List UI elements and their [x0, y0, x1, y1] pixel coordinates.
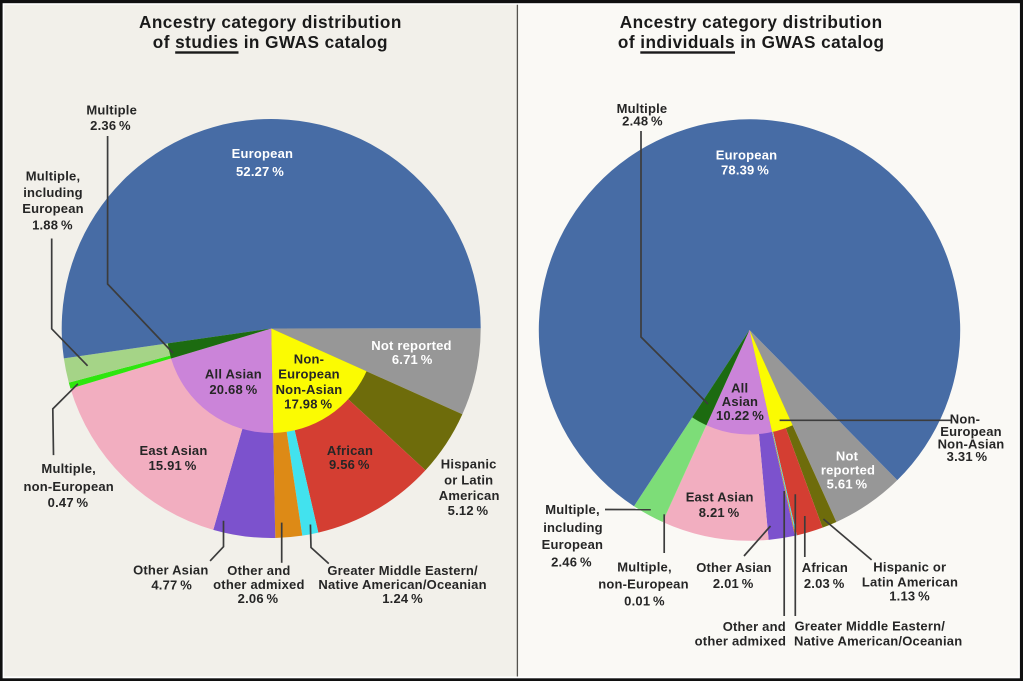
svg-text:other admixed: other admixed — [695, 633, 786, 648]
svg-text:European: European — [278, 367, 340, 382]
svg-text:non-European: non-European — [598, 577, 689, 592]
svg-text:Native American/Oceanian: Native American/Oceanian — [318, 577, 486, 592]
svg-text:Multiple,: Multiple, — [41, 461, 96, 476]
svg-text:2.01 %: 2.01 % — [713, 576, 754, 591]
svg-text:of individuals in GWAS catalog: of individuals in GWAS catalog — [618, 32, 885, 52]
svg-text:Multiple,: Multiple, — [26, 169, 81, 184]
svg-text:Hispanic or: Hispanic or — [873, 560, 946, 575]
svg-text:including: including — [543, 520, 603, 535]
svg-text:Other and: Other and — [723, 619, 786, 634]
svg-text:4.77 %: 4.77 % — [151, 578, 192, 593]
svg-text:1.88 %: 1.88 % — [32, 217, 73, 232]
svg-text:Asian: Asian — [722, 394, 758, 409]
svg-text:East Asian: East Asian — [686, 489, 754, 504]
svg-text:East Asian: East Asian — [140, 443, 208, 458]
svg-text:Non-Asian: Non-Asian — [276, 382, 343, 397]
svg-text:1.13 %: 1.13 % — [889, 589, 930, 604]
svg-text:European: European — [940, 424, 1002, 439]
svg-text:Non-: Non- — [950, 412, 980, 427]
svg-text:Greater Middle Eastern/: Greater Middle Eastern/ — [795, 619, 946, 634]
svg-text:2.03 %: 2.03 % — [804, 576, 845, 591]
svg-text:non-European: non-European — [23, 479, 114, 494]
svg-text:8.21 %: 8.21 % — [699, 505, 740, 520]
svg-text:Multiple: Multiple — [86, 103, 137, 118]
svg-text:Multiple,: Multiple, — [617, 560, 672, 575]
svg-text:78.39 %: 78.39 % — [721, 163, 769, 178]
svg-text:10.22 %: 10.22 % — [716, 408, 764, 423]
svg-text:Ancestry category distribution: Ancestry category distribution — [620, 12, 883, 32]
svg-text:2.36 %: 2.36 % — [90, 118, 131, 133]
svg-text:52.27 %: 52.27 % — [236, 164, 284, 179]
svg-text:Other Asian: Other Asian — [133, 563, 208, 578]
svg-text:9.56 %: 9.56 % — [329, 457, 370, 472]
svg-text:reported: reported — [821, 463, 875, 478]
svg-text:Native American/Oceanian: Native American/Oceanian — [794, 633, 962, 648]
svg-text:20.68 %: 20.68 % — [209, 382, 257, 397]
svg-text:All Asian: All Asian — [205, 366, 262, 381]
svg-text:African: African — [802, 560, 848, 575]
svg-text:Not: Not — [836, 449, 859, 464]
svg-text:5.61 %: 5.61 % — [827, 477, 868, 492]
svg-text:including: including — [23, 185, 83, 200]
svg-text:European: European — [22, 201, 84, 216]
svg-text:other admixed: other admixed — [213, 577, 304, 592]
svg-text:Latin American: Latin American — [862, 574, 958, 589]
svg-text:Other and: Other and — [227, 563, 290, 578]
svg-text:0.47 %: 0.47 % — [48, 495, 89, 510]
svg-text:5.12 %: 5.12 % — [448, 503, 489, 518]
svg-text:Non-Asian: Non-Asian — [938, 437, 1005, 452]
svg-text:2.46 %: 2.46 % — [551, 555, 592, 570]
svg-text:or Latin: or Latin — [444, 472, 493, 487]
svg-text:Other Asian: Other Asian — [696, 560, 771, 575]
svg-text:17.98 %: 17.98 % — [284, 397, 332, 412]
svg-text:of studies in GWAS catalog: of studies in GWAS catalog — [153, 32, 388, 52]
svg-text:African: African — [327, 443, 373, 458]
svg-text:American: American — [439, 488, 500, 503]
svg-text:15.91 %: 15.91 % — [148, 458, 196, 473]
svg-text:European: European — [716, 148, 778, 163]
svg-text:Greater Middle Eastern/: Greater Middle Eastern/ — [327, 563, 478, 578]
svg-text:European: European — [542, 537, 604, 552]
svg-text:0.01 %: 0.01 % — [624, 594, 665, 609]
svg-text:Multiple,: Multiple, — [545, 502, 600, 517]
svg-text:1.24 %: 1.24 % — [382, 591, 423, 606]
svg-text:2.06 %: 2.06 % — [238, 591, 279, 606]
svg-text:2.48 %: 2.48 % — [622, 114, 663, 129]
svg-text:European: European — [232, 146, 294, 161]
svg-text:All: All — [731, 381, 748, 396]
svg-text:3.31 %: 3.31 % — [947, 449, 988, 464]
svg-text:Multiple: Multiple — [617, 101, 668, 116]
svg-text:Not reported: Not reported — [371, 338, 451, 353]
svg-text:Ancestry category distribution: Ancestry category distribution — [139, 12, 402, 32]
svg-text:Hispanic: Hispanic — [441, 457, 497, 472]
svg-text:Non-: Non- — [294, 351, 324, 366]
svg-text:6.71 %: 6.71 % — [392, 352, 433, 367]
